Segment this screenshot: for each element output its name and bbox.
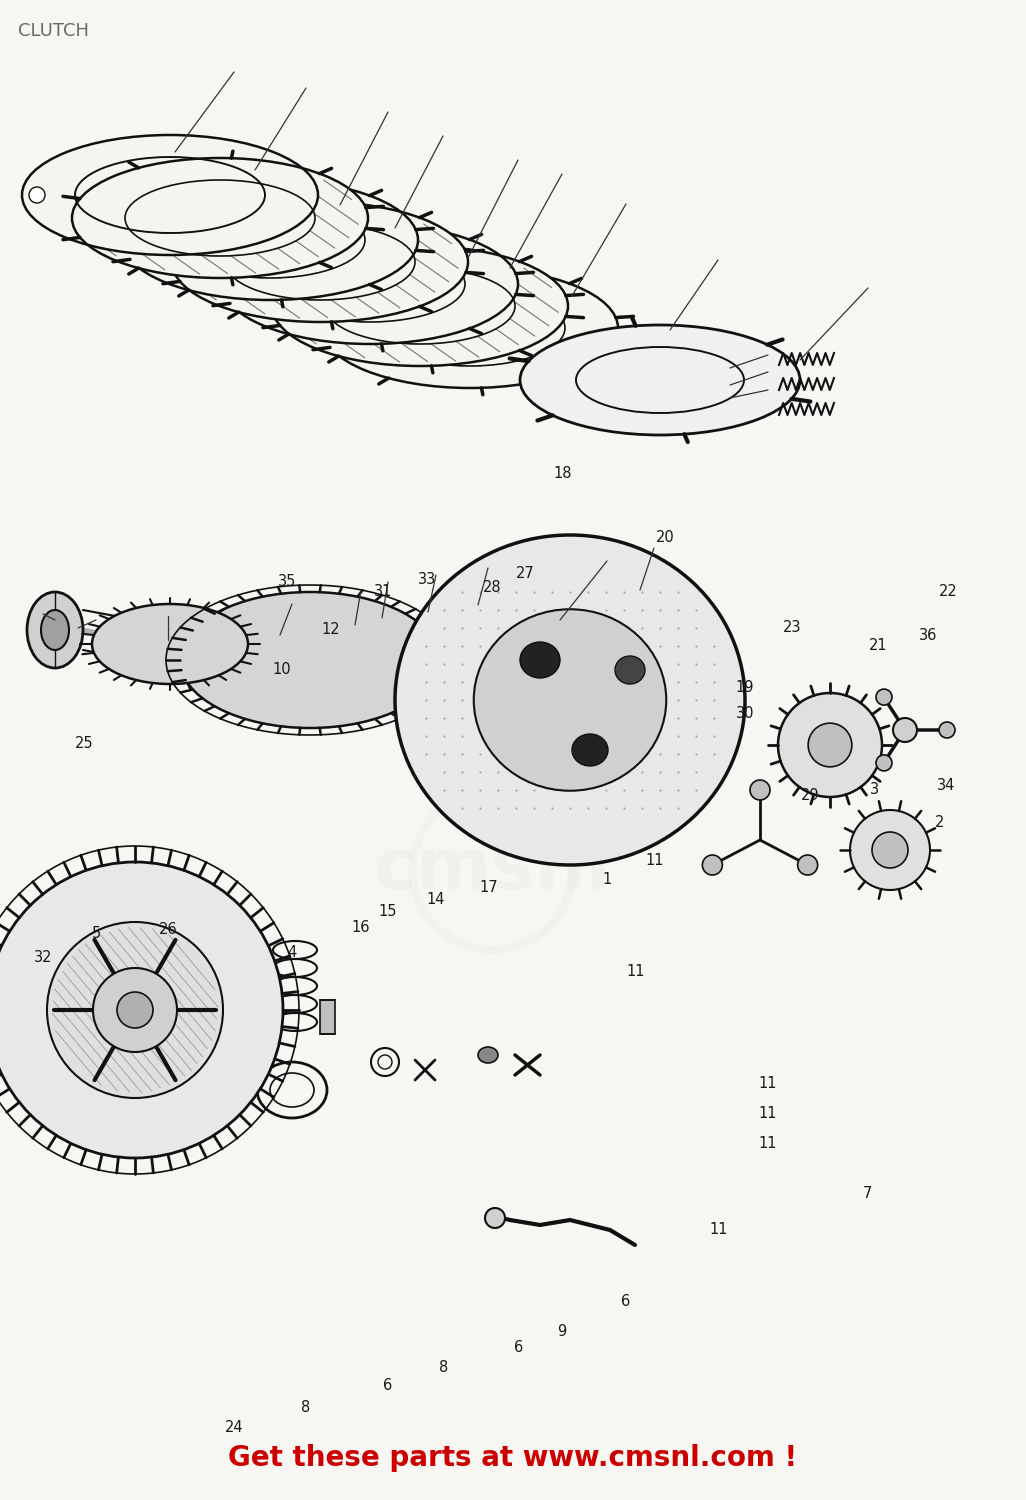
Text: Get these parts at www.cmsnl.com !: Get these parts at www.cmsnl.com ! xyxy=(229,1444,797,1472)
Text: 26: 26 xyxy=(159,922,177,938)
Text: 14: 14 xyxy=(427,892,445,908)
Circle shape xyxy=(485,1208,505,1228)
Circle shape xyxy=(872,833,908,868)
Text: 6: 6 xyxy=(621,1294,631,1310)
Text: 16: 16 xyxy=(352,920,370,934)
Circle shape xyxy=(808,723,852,766)
Text: 30: 30 xyxy=(736,706,754,722)
Ellipse shape xyxy=(275,246,465,322)
Text: cmsnl: cmsnl xyxy=(373,836,611,904)
Ellipse shape xyxy=(520,642,560,678)
Ellipse shape xyxy=(92,604,248,684)
Text: 22: 22 xyxy=(939,584,957,598)
Circle shape xyxy=(778,693,882,796)
Circle shape xyxy=(876,754,892,771)
Ellipse shape xyxy=(27,592,83,668)
Text: 4: 4 xyxy=(287,945,298,960)
Ellipse shape xyxy=(395,536,745,866)
Text: 36: 36 xyxy=(919,628,938,644)
Text: 11: 11 xyxy=(758,1076,777,1090)
Ellipse shape xyxy=(122,180,418,300)
Text: 3: 3 xyxy=(870,782,878,796)
Ellipse shape xyxy=(325,268,515,344)
Text: 11: 11 xyxy=(758,1136,777,1150)
Circle shape xyxy=(797,855,818,874)
Ellipse shape xyxy=(374,290,565,366)
Ellipse shape xyxy=(322,268,618,388)
Ellipse shape xyxy=(72,158,368,278)
Text: 6: 6 xyxy=(383,1378,393,1394)
Circle shape xyxy=(93,968,177,1052)
Text: 33: 33 xyxy=(418,572,436,586)
Ellipse shape xyxy=(222,224,518,344)
Circle shape xyxy=(876,688,892,705)
Bar xyxy=(320,1000,336,1033)
Text: 8: 8 xyxy=(301,1400,311,1414)
Ellipse shape xyxy=(520,326,800,435)
Circle shape xyxy=(850,810,930,889)
Circle shape xyxy=(893,718,917,742)
Text: 11: 11 xyxy=(758,1106,777,1120)
Circle shape xyxy=(939,722,955,738)
Text: 7: 7 xyxy=(862,1186,872,1202)
Text: 11: 11 xyxy=(709,1222,727,1238)
Text: 34: 34 xyxy=(937,778,955,794)
Text: 10: 10 xyxy=(273,662,291,676)
Text: 8: 8 xyxy=(438,1360,448,1376)
Text: 29: 29 xyxy=(801,788,820,802)
Text: 2: 2 xyxy=(935,815,945,830)
Text: 32: 32 xyxy=(34,950,52,964)
Text: 27: 27 xyxy=(516,566,535,580)
Text: CLUTCH: CLUTCH xyxy=(18,22,89,40)
Text: 6: 6 xyxy=(513,1340,523,1354)
Text: 19: 19 xyxy=(736,680,754,694)
Circle shape xyxy=(117,992,153,1028)
Ellipse shape xyxy=(272,246,568,366)
Ellipse shape xyxy=(478,1047,498,1064)
Circle shape xyxy=(703,855,722,874)
Text: 5: 5 xyxy=(91,926,102,940)
Text: 11: 11 xyxy=(645,853,664,868)
Text: 11: 11 xyxy=(627,964,645,980)
Text: 28: 28 xyxy=(483,580,502,596)
Text: 1: 1 xyxy=(602,871,613,886)
Text: 35: 35 xyxy=(278,574,297,590)
Text: 17: 17 xyxy=(479,880,498,896)
Circle shape xyxy=(47,922,223,1098)
Ellipse shape xyxy=(175,202,365,278)
Ellipse shape xyxy=(225,224,415,300)
Ellipse shape xyxy=(474,609,666,790)
Circle shape xyxy=(750,780,770,800)
Text: 15: 15 xyxy=(379,904,397,920)
Text: 25: 25 xyxy=(75,736,93,752)
Text: 31: 31 xyxy=(373,584,392,598)
Text: 24: 24 xyxy=(225,1420,243,1436)
Text: 21: 21 xyxy=(869,638,887,652)
Ellipse shape xyxy=(41,610,69,650)
Text: 12: 12 xyxy=(321,622,340,638)
Ellipse shape xyxy=(22,135,318,255)
Text: 9: 9 xyxy=(557,1324,567,1340)
Text: 23: 23 xyxy=(783,620,801,634)
Text: 20: 20 xyxy=(656,530,674,544)
Ellipse shape xyxy=(180,592,440,728)
Text: 18: 18 xyxy=(553,466,571,482)
Ellipse shape xyxy=(125,180,315,256)
Circle shape xyxy=(0,862,283,1158)
Ellipse shape xyxy=(615,656,645,684)
Ellipse shape xyxy=(576,346,744,412)
Ellipse shape xyxy=(172,202,468,322)
Circle shape xyxy=(29,188,45,202)
Ellipse shape xyxy=(573,734,608,766)
